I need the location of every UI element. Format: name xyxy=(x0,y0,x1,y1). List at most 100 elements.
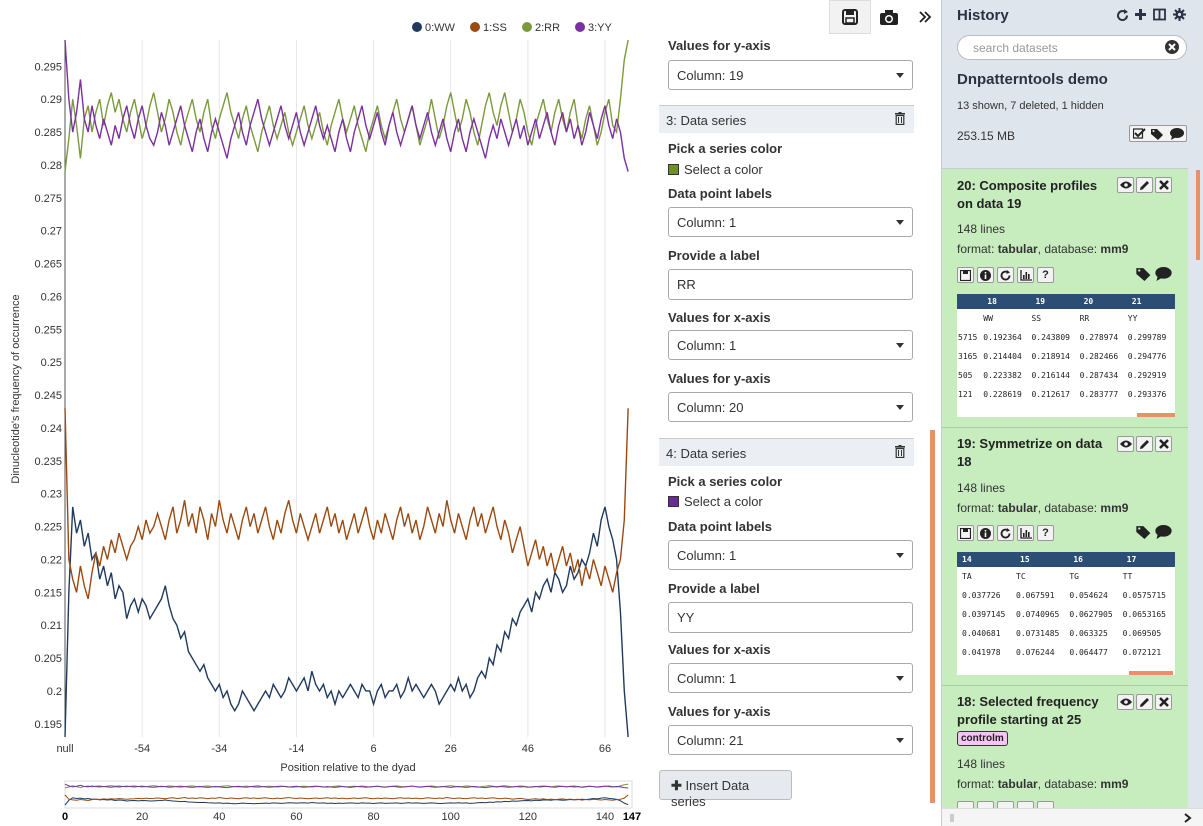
rerun-icon[interactable] xyxy=(997,801,1014,808)
dataset-19[interactable]: 19: Symmetrize on data 18 148 lines form… xyxy=(942,428,1188,686)
dataset-18[interactable]: 18: Selected frequency profile starting … xyxy=(942,686,1188,808)
peek-header: 21 xyxy=(1126,294,1175,309)
tags-icon[interactable] xyxy=(1150,128,1165,140)
peek-cell: 0.292919 xyxy=(1127,371,1167,380)
series-4-y-axis-select[interactable]: Column: 21 xyxy=(668,725,913,755)
series-line-0:WW xyxy=(64,506,629,738)
comment-icon[interactable] xyxy=(1169,127,1184,140)
pencil-icon[interactable] xyxy=(1136,436,1153,452)
pencil-icon[interactable] xyxy=(1136,177,1153,193)
comment-icon[interactable] xyxy=(1155,525,1172,539)
peek-cell: RR xyxy=(1079,314,1090,323)
dataset-title[interactable]: 19: Symmetrize on data 18 xyxy=(957,436,1103,469)
series-3-data-point-select[interactable]: Column: 1 xyxy=(668,207,913,237)
series-4-color-picker[interactable]: Select a color xyxy=(668,494,763,509)
delete-icon[interactable] xyxy=(1155,177,1172,193)
series-3-header[interactable]: 3: Data series xyxy=(659,105,914,133)
dataset-tag[interactable]: controlm xyxy=(957,731,1008,746)
panel-divider[interactable] xyxy=(930,430,935,803)
save-icon[interactable] xyxy=(957,525,974,541)
series-4-header[interactable]: 4: Data series xyxy=(659,438,914,466)
tags-icon[interactable] xyxy=(1136,525,1153,539)
info-icon[interactable] xyxy=(977,801,994,808)
series-3-x-axis-select[interactable]: Column: 1 xyxy=(668,330,913,360)
search-datasets-input[interactable]: search datasets xyxy=(957,35,1187,60)
clear-search-icon[interactable] xyxy=(1165,40,1179,54)
legend-item[interactable]: 0:WW xyxy=(412,22,456,34)
help-icon[interactable]: ? xyxy=(1037,525,1054,541)
pencil-icon[interactable] xyxy=(1136,694,1153,710)
help-icon[interactable]: ? xyxy=(1037,267,1054,283)
peek-cell: 0.214404 xyxy=(983,352,1022,361)
peek-cell: 0.299789 xyxy=(1127,333,1167,342)
series-3-label-input[interactable]: RR xyxy=(668,269,913,300)
series-3-color-picker[interactable]: Select a color xyxy=(668,162,763,177)
help-icon[interactable] xyxy=(1037,801,1054,808)
rerun-icon[interactable] xyxy=(997,267,1014,283)
db-label: , database: xyxy=(1037,242,1101,256)
y-tick-label: 0.255 xyxy=(34,324,62,336)
eye-icon[interactable] xyxy=(1117,694,1134,710)
scroll-thumb[interactable] xyxy=(1196,170,1200,260)
save-chart-button[interactable] xyxy=(829,0,871,34)
save-icon[interactable] xyxy=(957,801,974,808)
navigator-series-3:YY xyxy=(64,783,629,789)
peek-table: 14 15 16 17 TA TC TG TT 0.037726 0.067591 0.0546… xyxy=(957,552,1175,662)
delete-icon[interactable] xyxy=(1155,694,1172,710)
trash-icon[interactable] xyxy=(895,112,905,125)
series-4-x-axis-select[interactable]: Column: 1 xyxy=(668,663,913,693)
peek-cell: 0.0731485 xyxy=(1016,629,1060,638)
peek-cell: 0.0627905 xyxy=(1069,610,1113,619)
top-y-axis-select[interactable]: Column: 19 xyxy=(668,60,913,90)
plus-icon: ✚ xyxy=(671,778,686,793)
save-icon[interactable] xyxy=(957,267,974,283)
info-icon[interactable] xyxy=(977,267,994,283)
visualize-icon[interactable] xyxy=(1017,267,1034,283)
refresh-icon[interactable] xyxy=(1116,9,1129,22)
gear-icon[interactable] xyxy=(1173,8,1186,21)
peek-cell: 0.293376 xyxy=(1127,390,1167,399)
h-scrollbar[interactable] xyxy=(942,808,1203,826)
dataset-20[interactable]: 20: Composite profiles on data 19 148 li… xyxy=(942,169,1188,428)
series-4-data-point-select[interactable]: Column: 1 xyxy=(668,540,913,570)
legend-item[interactable]: 2:RR xyxy=(522,22,560,34)
dataset-title[interactable]: 20: Composite profiles on data 19 xyxy=(957,178,1098,211)
dataset-title[interactable]: 18: Selected frequency profile starting … xyxy=(957,694,1099,727)
delete-icon[interactable] xyxy=(1155,436,1172,452)
eye-icon[interactable] xyxy=(1117,436,1134,452)
chevron-right-icon[interactable] xyxy=(1183,813,1192,823)
legend-item[interactable]: 3:YY xyxy=(575,22,613,34)
visualize-icon[interactable] xyxy=(1017,525,1034,541)
tags-icon[interactable] xyxy=(1136,267,1153,281)
columns-icon[interactable] xyxy=(1153,8,1166,21)
series-4-x-axis-label: Values for x-axis xyxy=(668,642,771,657)
visualize-icon[interactable] xyxy=(1017,801,1034,808)
navigator-frame[interactable] xyxy=(64,780,633,809)
db-value: mm9 xyxy=(1100,501,1129,515)
peek-scrollbar[interactable] xyxy=(1137,413,1175,417)
rerun-icon[interactable] xyxy=(997,525,1014,541)
series-4-label-input[interactable]: YY xyxy=(668,602,913,633)
y-tick-label: 0.24 xyxy=(41,423,62,435)
trash-icon[interactable] xyxy=(895,445,905,458)
peek-cell xyxy=(957,309,982,328)
navigator-series-1:SS xyxy=(64,794,629,801)
x-tick-label: -14 xyxy=(288,743,304,755)
insert-data-series-button[interactable]: ✚ Insert Data series xyxy=(659,770,792,809)
expand-button[interactable] xyxy=(905,0,945,34)
eye-icon[interactable] xyxy=(1117,177,1134,193)
legend-item[interactable]: 1:SS xyxy=(470,22,507,34)
select-all-icon[interactable] xyxy=(1132,128,1146,139)
history-name[interactable]: Dnpatterntools demo xyxy=(957,71,1108,88)
info-icon[interactable] xyxy=(977,525,994,541)
peek-table: 18 19 20 21 WW SS RR YY 5715 0.192364 0.243809 0.… xyxy=(957,294,1175,404)
plus-icon[interactable] xyxy=(1134,8,1147,21)
comment-icon[interactable] xyxy=(1155,267,1172,281)
series-3-y-axis-select[interactable]: Column: 20 xyxy=(668,392,913,422)
h-scroll-thumb[interactable] xyxy=(950,814,954,822)
peek-scrollbar[interactable] xyxy=(1129,671,1173,675)
caret-down-icon xyxy=(896,553,904,558)
screenshot-button[interactable] xyxy=(869,0,909,34)
scroll-track[interactable] xyxy=(1188,168,1203,808)
color-picker-label: Select a color xyxy=(684,162,763,177)
